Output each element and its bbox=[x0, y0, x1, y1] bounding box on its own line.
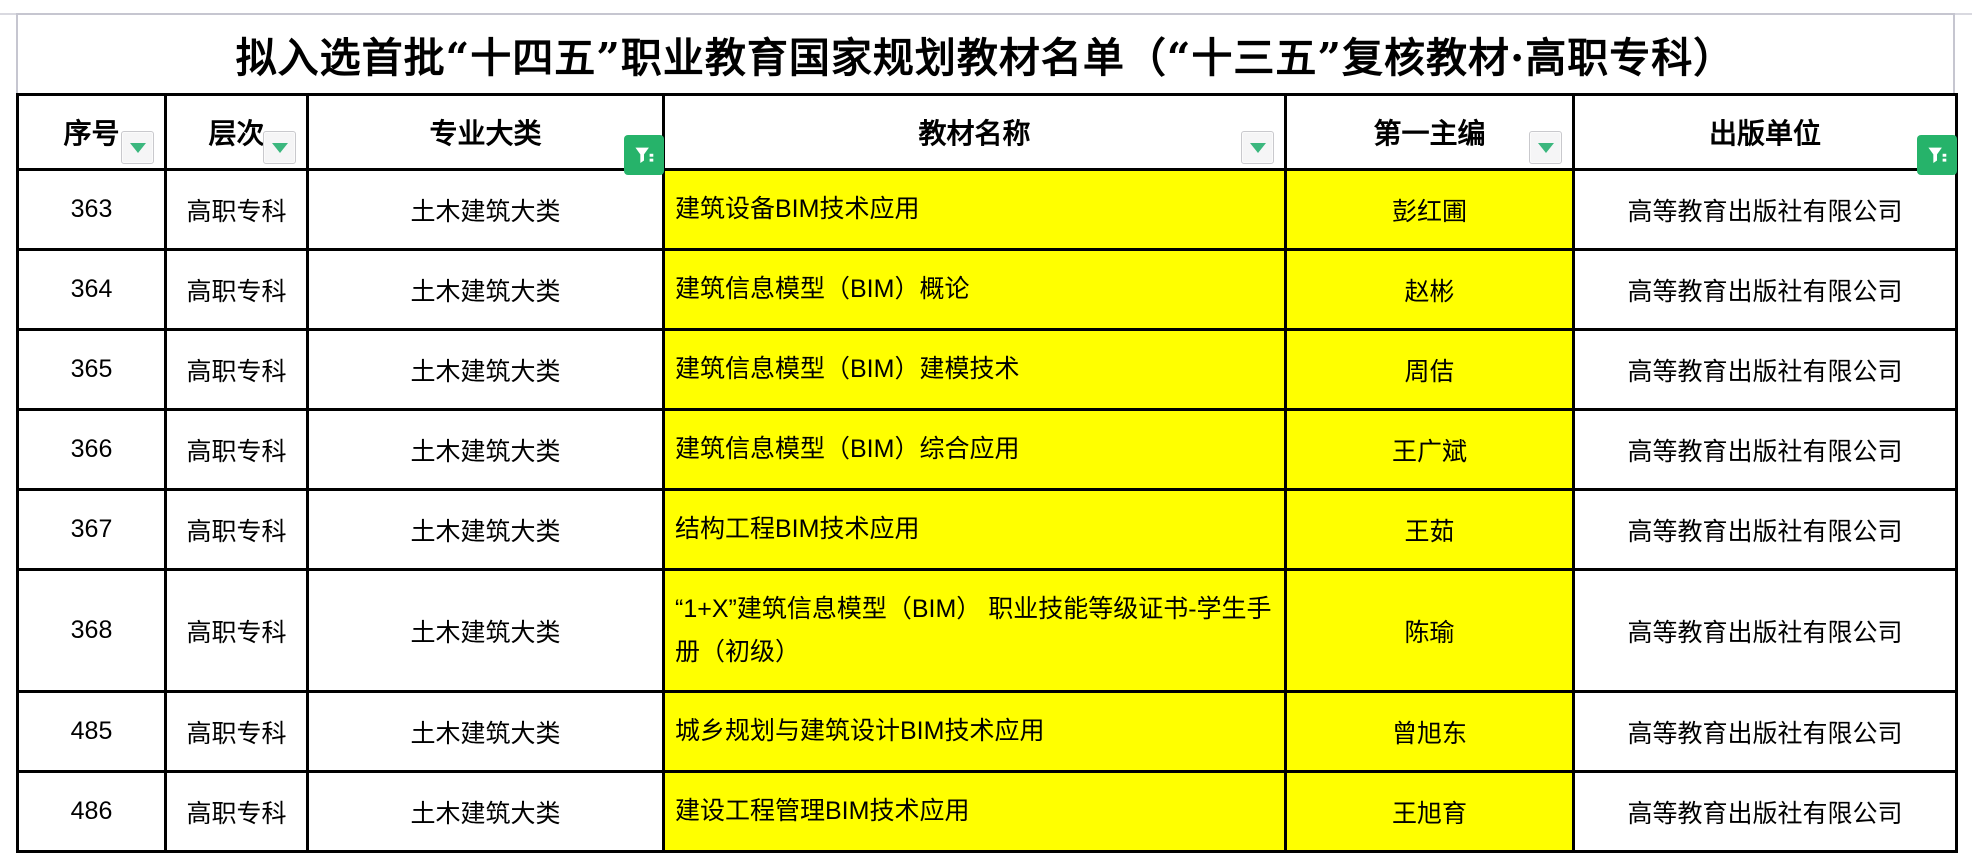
cell-category[interactable]: 土木建筑大类 bbox=[306, 690, 665, 773]
cell-serial[interactable]: 368 bbox=[16, 568, 167, 693]
cell-textbook-name[interactable]: 城乡规划与建筑设计BIM技术应用 bbox=[662, 690, 1287, 773]
filter-dropdown-button-serial[interactable] bbox=[121, 131, 154, 164]
textbook-table: 序号 层次 专业大类 教材名称 bbox=[16, 93, 1958, 853]
header-row: 序号 层次 专业大类 教材名称 bbox=[16, 93, 1958, 175]
cell-textbook-name[interactable]: 建筑信息模型（BIM）概论 bbox=[662, 248, 1287, 331]
table-row: 486 高职专科 土木建筑大类 建设工程管理BIM技术应用 王旭育 高等教育出版… bbox=[16, 770, 1958, 853]
column-header-publisher[interactable]: 出版单位 bbox=[1572, 93, 1958, 175]
cell-level[interactable]: 高职专科 bbox=[164, 248, 309, 331]
cell-serial[interactable]: 363 bbox=[16, 168, 167, 251]
cell-editor[interactable]: 王旭育 bbox=[1284, 770, 1575, 853]
column-label-publisher: 出版单位 bbox=[1708, 118, 1821, 149]
table-row: 366 高职专科 土木建筑大类 建筑信息模型（BIM）综合应用 王广斌 高等教育… bbox=[16, 408, 1958, 491]
filter-dropdown-button-textbook-name[interactable] bbox=[1241, 131, 1274, 164]
filter-dropdown-button-editor[interactable] bbox=[1529, 131, 1562, 164]
funnel-icon bbox=[1928, 147, 1947, 163]
cell-publisher[interactable]: 高等教育出版社有限公司 bbox=[1572, 408, 1958, 491]
table-row: 365 高职专科 土木建筑大类 建筑信息模型（BIM）建模技术 周佶 高等教育出… bbox=[16, 328, 1958, 411]
cell-textbook-name[interactable]: 结构工程BIM技术应用 bbox=[662, 488, 1287, 571]
cell-category[interactable]: 土木建筑大类 bbox=[306, 488, 665, 571]
table-row: 363 高职专科 土木建筑大类 建筑设备BIM技术应用 彭红圃 高等教育出版社有… bbox=[16, 168, 1958, 251]
column-header-category[interactable]: 专业大类 bbox=[306, 93, 665, 175]
table-row: 368 高职专科 土木建筑大类 “1+X”建筑信息模型（BIM） 职业技能等级证… bbox=[16, 568, 1958, 693]
cell-serial[interactable]: 364 bbox=[16, 248, 167, 331]
cell-category[interactable]: 土木建筑大类 bbox=[306, 328, 665, 411]
cell-textbook-name[interactable]: 建筑信息模型（BIM）综合应用 bbox=[662, 408, 1287, 491]
cell-editor[interactable]: 彭红圃 bbox=[1284, 168, 1575, 251]
cell-editor[interactable]: 陈瑜 bbox=[1284, 568, 1575, 693]
cell-publisher[interactable]: 高等教育出版社有限公司 bbox=[1572, 168, 1958, 251]
table-row: 485 高职专科 土木建筑大类 城乡规划与建筑设计BIM技术应用 曾旭东 高等教… bbox=[16, 690, 1958, 773]
table-row: 364 高职专科 土木建筑大类 建筑信息模型（BIM）概论 赵彬 高等教育出版社… bbox=[16, 248, 1958, 331]
cell-textbook-name[interactable]: 建筑信息模型（BIM）建模技术 bbox=[662, 328, 1287, 411]
chevron-down-icon bbox=[1537, 142, 1554, 153]
cell-publisher[interactable]: 高等教育出版社有限公司 bbox=[1572, 328, 1958, 411]
cell-level[interactable]: 高职专科 bbox=[164, 488, 309, 571]
column-header-level[interactable]: 层次 bbox=[164, 93, 309, 171]
cell-editor[interactable]: 赵彬 bbox=[1284, 248, 1575, 331]
chevron-down-icon bbox=[1249, 142, 1266, 153]
cell-category[interactable]: 土木建筑大类 bbox=[306, 168, 665, 251]
chevron-down-icon bbox=[129, 142, 146, 153]
column-header-textbook-name[interactable]: 教材名称 bbox=[662, 93, 1287, 171]
cell-textbook-name[interactable]: “1+X”建筑信息模型（BIM） 职业技能等级证书-学生手册（初级） bbox=[662, 568, 1287, 693]
cell-textbook-name[interactable]: 建设工程管理BIM技术应用 bbox=[662, 770, 1287, 853]
column-header-editor[interactable]: 第一主编 bbox=[1284, 93, 1575, 171]
filter-dropdown-button-level[interactable] bbox=[263, 131, 296, 164]
cell-publisher[interactable]: 高等教育出版社有限公司 bbox=[1572, 488, 1958, 571]
chevron-down-icon bbox=[271, 142, 288, 153]
cell-publisher[interactable]: 高等教育出版社有限公司 bbox=[1572, 248, 1958, 331]
filter-funnel-button-publisher[interactable] bbox=[1917, 135, 1957, 175]
cell-publisher[interactable]: 高等教育出版社有限公司 bbox=[1572, 568, 1958, 693]
cell-textbook-name[interactable]: 建筑设备BIM技术应用 bbox=[662, 168, 1287, 251]
cell-level[interactable]: 高职专科 bbox=[164, 568, 309, 693]
cell-serial[interactable]: 366 bbox=[16, 408, 167, 491]
cell-editor[interactable]: 曾旭东 bbox=[1284, 690, 1575, 773]
cell-publisher[interactable]: 高等教育出版社有限公司 bbox=[1572, 690, 1958, 773]
cell-category[interactable]: 土木建筑大类 bbox=[306, 770, 665, 853]
cell-serial[interactable]: 365 bbox=[16, 328, 167, 411]
column-label-editor: 第一主编 bbox=[1373, 118, 1486, 149]
column-label-serial: 序号 bbox=[63, 118, 120, 149]
column-label-level: 层次 bbox=[208, 118, 265, 149]
cell-level[interactable]: 高职专科 bbox=[164, 770, 309, 853]
table-row: 367 高职专科 土木建筑大类 结构工程BIM技术应用 王茹 高等教育出版社有限… bbox=[16, 488, 1958, 571]
cell-level[interactable]: 高职专科 bbox=[164, 408, 309, 491]
cell-editor[interactable]: 王茹 bbox=[1284, 488, 1575, 571]
column-label-category: 专业大类 bbox=[429, 118, 542, 149]
cell-category[interactable]: 土木建筑大类 bbox=[306, 248, 665, 331]
cell-serial[interactable]: 485 bbox=[16, 690, 167, 773]
filter-funnel-button-category[interactable] bbox=[624, 135, 664, 175]
cell-category[interactable]: 土木建筑大类 bbox=[306, 568, 665, 693]
sheet-title: 拟入选首批“十四五”职业教育国家规划教材名单（“十三五”复核教材·高职专科） bbox=[16, 13, 1955, 93]
cell-publisher[interactable]: 高等教育出版社有限公司 bbox=[1572, 770, 1958, 853]
cell-editor[interactable]: 周佶 bbox=[1284, 328, 1575, 411]
cell-level[interactable]: 高职专科 bbox=[164, 690, 309, 773]
column-label-textbook-name: 教材名称 bbox=[918, 118, 1031, 149]
cell-level[interactable]: 高职专科 bbox=[164, 328, 309, 411]
cell-category[interactable]: 土木建筑大类 bbox=[306, 408, 665, 491]
cell-serial[interactable]: 486 bbox=[16, 770, 167, 853]
cell-serial[interactable]: 367 bbox=[16, 488, 167, 571]
column-header-serial[interactable]: 序号 bbox=[16, 93, 167, 171]
cell-level[interactable]: 高职专科 bbox=[164, 168, 309, 251]
funnel-icon bbox=[635, 147, 654, 163]
cell-editor[interactable]: 王广斌 bbox=[1284, 408, 1575, 491]
